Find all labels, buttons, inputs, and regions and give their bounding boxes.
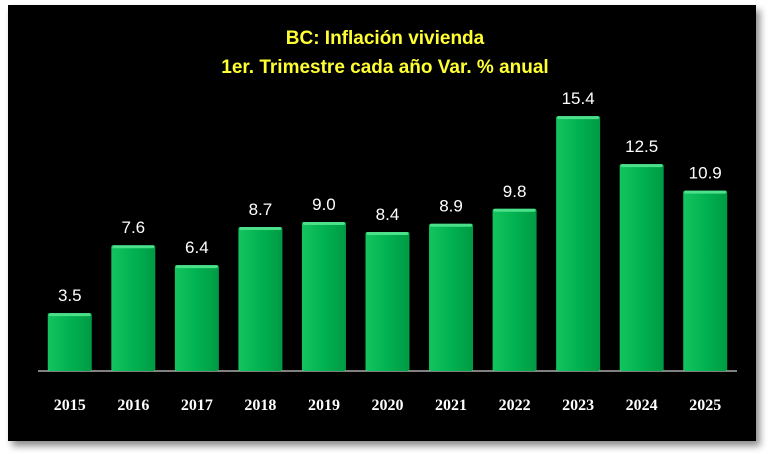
value-label-2018: 8.7 — [249, 200, 273, 219]
chart-title: BC: Inflación vivienda — [285, 28, 485, 49]
bar-top-highlight-2019 — [302, 222, 345, 226]
bar-top-highlight-2025 — [684, 190, 727, 194]
bar-top-highlight-2021 — [430, 223, 473, 227]
x-tick-label-2015: 2015 — [54, 397, 86, 414]
x-tick-label-2018: 2018 — [244, 397, 276, 414]
value-label-2023: 15.4 — [562, 89, 595, 108]
bar-2015 — [47, 313, 92, 371]
value-label-2015: 3.5 — [58, 286, 82, 305]
x-tick-label-2016: 2016 — [117, 397, 149, 414]
value-label-2022: 9.8 — [503, 182, 527, 201]
bar-top-highlight-2018 — [239, 227, 282, 231]
bar-2023 — [556, 116, 601, 371]
bar-2022 — [492, 208, 537, 371]
bar-2024 — [619, 164, 664, 371]
x-tick-label-2023: 2023 — [562, 397, 594, 414]
chart-subtitle: 1er. Trimestre cada año Var. % anual — [221, 57, 549, 78]
value-label-2016: 7.6 — [121, 218, 145, 237]
x-tick-label-2019: 2019 — [308, 397, 340, 414]
bar-top-highlight-2015 — [48, 313, 91, 317]
bar-2018 — [238, 227, 283, 371]
chart-title-block: BC: Inflación vivienda 1er. Trimestre ca… — [0, 24, 770, 82]
value-label-2017: 6.4 — [185, 238, 209, 257]
bar-2021 — [429, 223, 474, 371]
value-label-2024: 12.5 — [625, 137, 658, 156]
value-label-2019: 9.0 — [312, 195, 336, 214]
bar-2020 — [365, 231, 410, 371]
bar-2025 — [683, 190, 728, 371]
value-label-2025: 10.9 — [689, 164, 722, 183]
x-tick-label-2021: 2021 — [435, 397, 467, 414]
bar-2016 — [111, 245, 156, 371]
x-tick-label-2020: 2020 — [372, 397, 404, 414]
x-tick-label-2022: 2022 — [499, 397, 531, 414]
bar-top-highlight-2017 — [175, 265, 218, 269]
bar-top-highlight-2022 — [493, 208, 536, 212]
bar-top-highlight-2020 — [366, 231, 409, 235]
x-tick-label-2017: 2017 — [181, 397, 213, 414]
value-label-2020: 8.4 — [376, 205, 400, 224]
x-tick-label-2024: 2024 — [626, 397, 658, 414]
bar-top-highlight-2023 — [557, 116, 600, 120]
x-tick-label-2025: 2025 — [689, 397, 721, 414]
bar-top-highlight-2016 — [112, 245, 155, 249]
value-label-2021: 8.9 — [439, 197, 463, 216]
bar-top-highlight-2024 — [620, 164, 663, 168]
bar-2019 — [301, 222, 346, 371]
bar-2017 — [174, 265, 219, 371]
